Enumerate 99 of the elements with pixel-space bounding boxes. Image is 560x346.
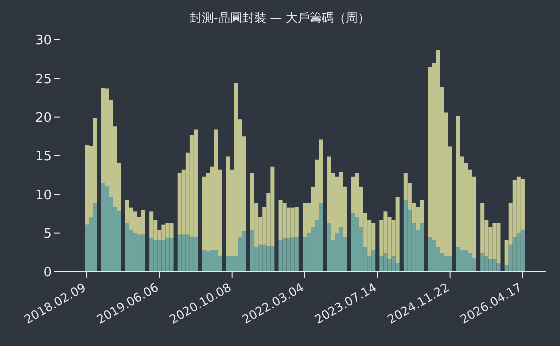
y-tick-label: 30 xyxy=(35,34,52,49)
bar xyxy=(460,250,464,272)
bar xyxy=(226,156,230,257)
bar xyxy=(178,173,182,235)
bar xyxy=(428,237,432,272)
bar xyxy=(242,232,246,272)
bar xyxy=(170,223,174,238)
bar xyxy=(496,223,501,264)
bar xyxy=(319,203,324,272)
bar xyxy=(194,237,198,272)
bar xyxy=(396,196,400,264)
bar xyxy=(372,250,376,272)
y-tick-label: 25 xyxy=(35,72,52,88)
y-tick-label: 15 xyxy=(35,150,52,165)
bar xyxy=(258,244,263,272)
y-tick-label: 20 xyxy=(35,110,52,126)
bar xyxy=(142,234,146,272)
bar xyxy=(282,238,287,272)
bar xyxy=(250,230,255,272)
bar xyxy=(210,250,214,272)
bar xyxy=(162,224,166,240)
y-tick-label: 10 xyxy=(35,188,52,204)
bar xyxy=(166,223,170,238)
bar xyxy=(202,250,206,272)
bar xyxy=(456,116,460,248)
chart-title: 封測-晶圓封裝 — 大戶籌碼（周） xyxy=(189,10,371,27)
bar xyxy=(150,238,154,272)
bar xyxy=(125,223,130,272)
bar xyxy=(85,145,89,225)
bar xyxy=(286,238,291,272)
bar xyxy=(282,203,287,238)
bar xyxy=(290,237,295,272)
bar xyxy=(380,256,384,272)
bar xyxy=(93,203,98,272)
bar xyxy=(137,234,142,272)
bar xyxy=(162,240,166,272)
bar xyxy=(520,179,525,230)
bar xyxy=(150,212,154,238)
bar xyxy=(492,223,497,260)
bar xyxy=(516,176,521,234)
bar xyxy=(496,263,501,272)
bar xyxy=(170,238,174,272)
bar xyxy=(420,223,424,272)
bar xyxy=(492,260,497,272)
bar xyxy=(480,253,485,272)
bar xyxy=(270,166,275,246)
bar xyxy=(214,250,218,272)
bar xyxy=(384,253,388,272)
bar xyxy=(101,183,106,272)
bar xyxy=(351,213,356,272)
bar xyxy=(133,233,138,272)
bar xyxy=(516,233,521,272)
bar xyxy=(270,246,275,272)
bar xyxy=(290,208,295,238)
bar xyxy=(230,256,234,272)
bar xyxy=(101,88,106,184)
bar xyxy=(158,240,162,272)
bar xyxy=(142,210,146,235)
bar xyxy=(355,217,360,272)
bar xyxy=(448,256,452,272)
bar xyxy=(266,246,271,272)
bar xyxy=(404,200,408,272)
bar xyxy=(278,240,283,272)
bar xyxy=(190,237,194,272)
bar xyxy=(206,252,210,272)
y-tick-label: 0 xyxy=(44,266,52,281)
bar xyxy=(512,237,517,272)
bar xyxy=(182,234,186,272)
bar xyxy=(234,83,238,257)
bar xyxy=(488,260,493,272)
bar xyxy=(468,253,472,272)
bar xyxy=(278,200,283,240)
bar xyxy=(428,67,432,238)
bar xyxy=(432,240,436,272)
bar xyxy=(351,176,356,214)
bar xyxy=(226,256,230,272)
bar xyxy=(294,237,299,272)
y-tick-label: 5 xyxy=(44,226,52,242)
bar xyxy=(302,237,307,272)
bar xyxy=(456,247,460,272)
bar xyxy=(194,130,198,238)
bar xyxy=(327,223,332,272)
bar xyxy=(105,186,110,272)
bar xyxy=(186,234,190,272)
bar xyxy=(520,230,525,272)
bar xyxy=(294,207,299,238)
bar xyxy=(392,256,396,272)
bar xyxy=(464,250,468,272)
bar xyxy=(484,256,489,272)
bar xyxy=(154,240,158,272)
bar xyxy=(262,244,267,272)
bar xyxy=(339,227,344,272)
bar xyxy=(166,238,170,272)
bar xyxy=(133,212,138,234)
bar xyxy=(480,203,485,254)
bar xyxy=(444,256,448,272)
bar xyxy=(178,234,182,272)
bar xyxy=(202,176,206,250)
bar xyxy=(302,203,307,238)
